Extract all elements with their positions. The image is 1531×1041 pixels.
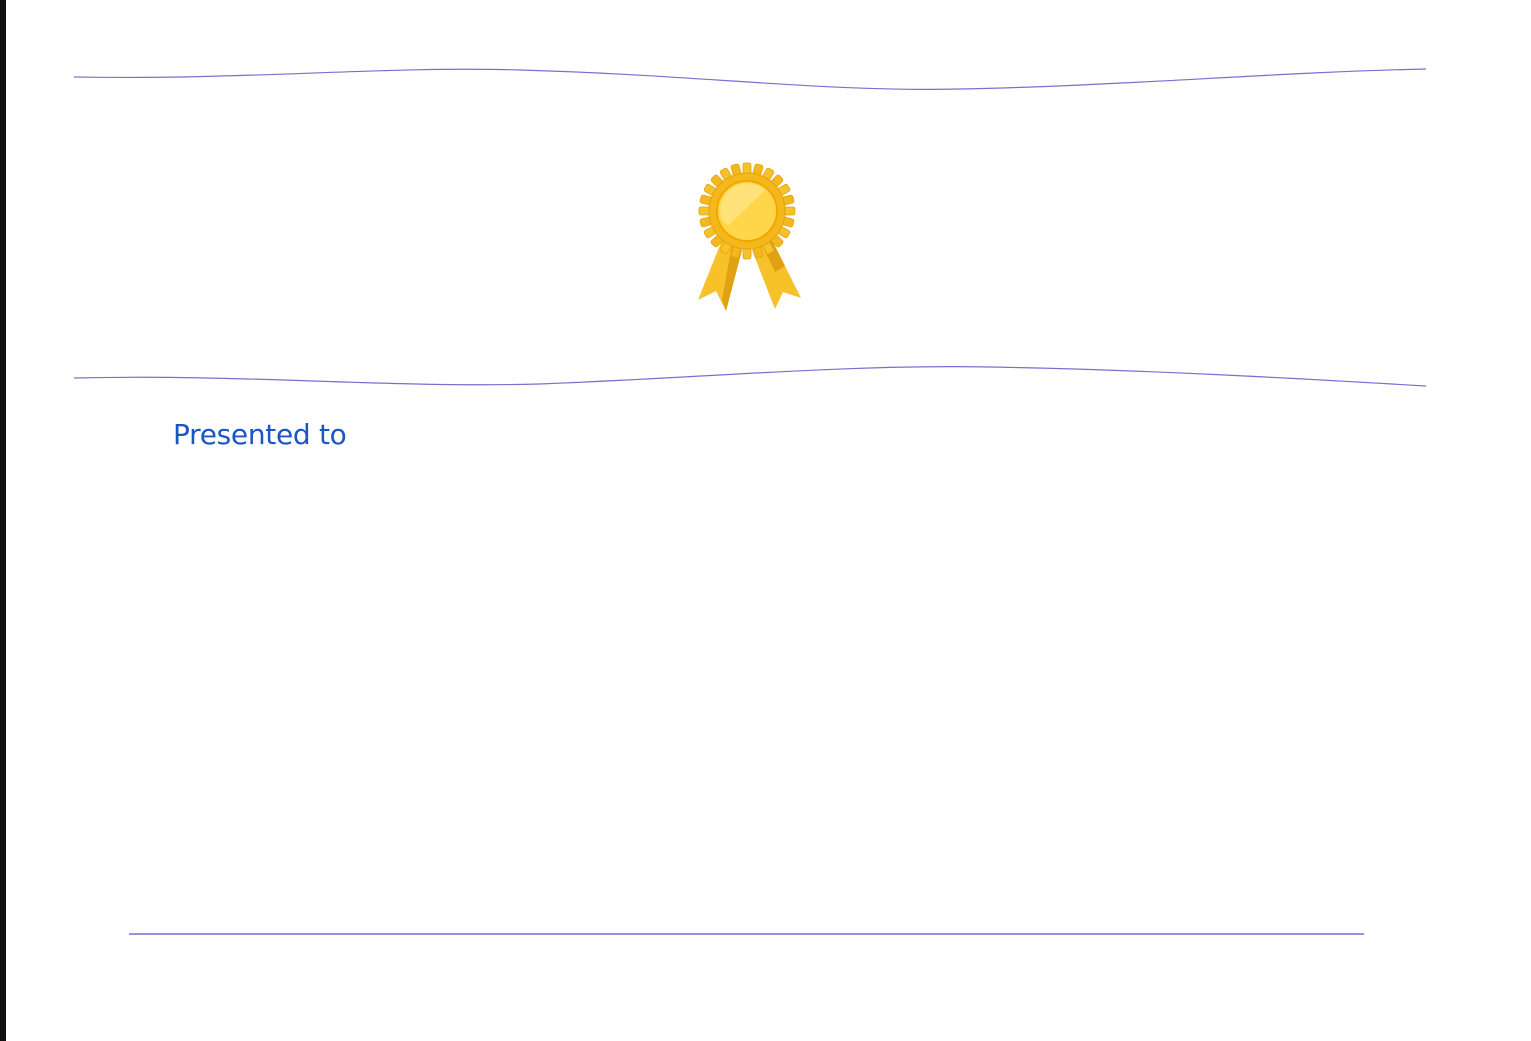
presented-to-label: Presented to (173, 418, 347, 451)
top-wave-divider (73, 68, 1427, 90)
award-ribbon-icon (698, 162, 801, 311)
ribbon-tail-right (752, 240, 801, 309)
left-edge-border (0, 0, 6, 1041)
ribbon-tail-left-shade (722, 245, 742, 311)
medal-highlight (720, 183, 765, 226)
middle-wave-divider (73, 365, 1427, 387)
